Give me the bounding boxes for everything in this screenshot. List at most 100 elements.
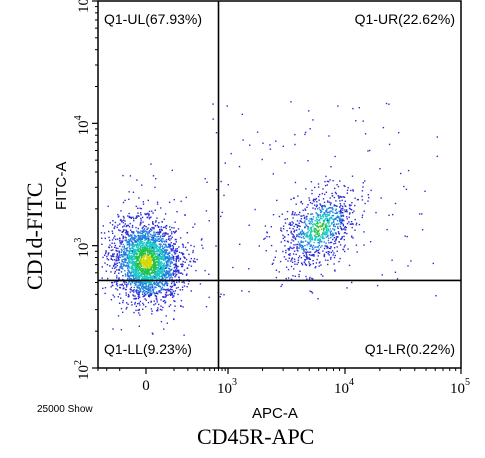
event-dot <box>110 258 112 260</box>
event-dot <box>230 152 232 155</box>
event-dot <box>344 227 346 229</box>
event-dot <box>172 274 175 276</box>
event-dot <box>289 254 291 256</box>
event-dot <box>141 252 143 254</box>
event-dot <box>147 241 149 243</box>
event-dot <box>264 225 267 227</box>
event-dot <box>155 261 157 264</box>
event-dot <box>317 255 319 257</box>
event-dot <box>291 257 294 259</box>
event-dot <box>125 229 127 231</box>
event-dot <box>162 259 165 261</box>
event-dot <box>119 256 122 259</box>
event-dot <box>136 281 138 284</box>
event-dot <box>308 258 310 260</box>
event-dot <box>129 278 131 280</box>
event-dot <box>298 273 300 276</box>
event-dot <box>144 247 146 250</box>
event-dot <box>126 242 128 244</box>
event-dot <box>136 292 138 294</box>
event-dot <box>286 210 289 213</box>
event-dot <box>171 285 173 288</box>
event-dot <box>141 282 143 284</box>
event-dot <box>157 265 160 268</box>
event-dot <box>164 226 166 228</box>
event-dot <box>156 276 158 279</box>
event-dot <box>163 269 165 271</box>
event-dot <box>139 239 142 241</box>
event-dot <box>308 257 310 259</box>
event-dot <box>160 249 162 251</box>
event-dot <box>159 271 162 273</box>
event-dot <box>329 212 331 214</box>
event-dot <box>175 241 177 243</box>
event-dot <box>394 202 397 205</box>
event-dot <box>204 269 206 272</box>
event-dot <box>298 233 301 236</box>
event-dot <box>176 211 178 213</box>
event-dot <box>152 282 155 285</box>
event-dot <box>139 237 141 240</box>
event-dot <box>336 223 338 226</box>
event-dot <box>154 255 157 257</box>
event-dot <box>137 265 140 267</box>
event-dot <box>314 230 316 232</box>
x-tick-base: 10 <box>450 381 465 397</box>
event-dot <box>139 222 142 224</box>
event-dot <box>297 195 299 197</box>
event-dot <box>133 271 135 274</box>
event-dot <box>135 281 137 283</box>
event-dot <box>124 252 127 254</box>
event-dot <box>147 281 150 283</box>
event-dot <box>152 269 155 271</box>
event-dot <box>212 103 214 105</box>
event-dot <box>130 247 132 250</box>
event-dot <box>170 294 172 297</box>
event-dot <box>300 200 302 203</box>
event-dot <box>284 218 286 221</box>
event-dot <box>116 238 119 240</box>
event-dot <box>346 216 348 218</box>
event-dot <box>171 292 173 294</box>
event-dot <box>349 205 351 207</box>
event-dot <box>137 234 139 237</box>
event-dot <box>312 223 314 226</box>
event-dot <box>145 242 147 245</box>
event-dot <box>249 144 251 146</box>
event-dot <box>121 283 123 285</box>
event-dot <box>317 223 319 225</box>
event-dot <box>325 236 328 238</box>
event-dot <box>170 250 172 252</box>
event-dot <box>114 264 116 266</box>
event-dot <box>101 237 103 239</box>
event-dot <box>153 250 155 252</box>
event-dot <box>335 212 337 215</box>
event-dot <box>388 214 390 216</box>
event-dot <box>332 211 334 214</box>
x-axis-label: APC-A <box>252 405 298 422</box>
event-dot <box>304 248 307 250</box>
event-dot <box>156 310 159 312</box>
event-dot <box>125 258 127 260</box>
event-dot <box>291 239 293 241</box>
event-dot <box>148 265 150 267</box>
event-dot <box>144 264 146 266</box>
event-dot <box>162 284 164 286</box>
event-dot <box>135 252 137 255</box>
event-dot <box>328 211 330 213</box>
event-dot <box>177 269 179 271</box>
event-dot <box>322 232 324 234</box>
event-dot <box>170 231 173 233</box>
event-dot <box>160 299 162 301</box>
event-dot <box>155 270 157 273</box>
event-dot <box>163 299 166 302</box>
event-dot <box>123 219 125 221</box>
event-dot <box>325 245 327 248</box>
event-dot <box>294 181 297 184</box>
event-dot <box>135 271 137 274</box>
event-dot <box>175 275 177 277</box>
event-dot <box>174 243 176 245</box>
event-dot <box>170 262 172 264</box>
event-dot <box>155 243 157 245</box>
event-dot <box>288 257 290 259</box>
